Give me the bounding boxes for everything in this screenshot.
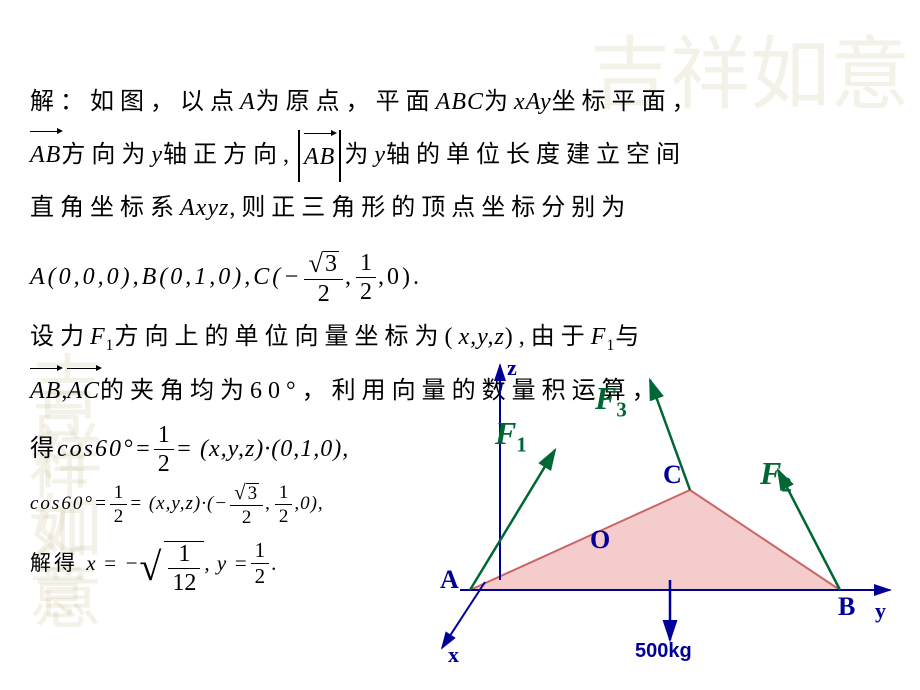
line-coords: A(0,0,0),B(0,1,0),C(− √3 2 , 1 2 ,0).	[30, 250, 890, 306]
label-vertex-b: B	[838, 592, 855, 622]
vector-ab-2: AB	[30, 370, 61, 413]
abs-ab: AB	[298, 130, 341, 183]
line-2: AB 方向为 y 轴正方向, AB 为 y 轴的单位长度建立空间	[30, 130, 890, 183]
vector-ac: AC	[67, 370, 100, 413]
label-weight: 500kg	[635, 640, 692, 663]
line-1: 解：如图，以点 A 为原点，平面 ABC 为 xAy 坐标平面，	[30, 80, 890, 126]
diagram-svg	[440, 360, 900, 680]
label-f2: F2	[760, 455, 792, 497]
geometry-diagram: F1 F2 F3 A B C O z y x 500kg	[440, 360, 900, 680]
label-f3: F3	[595, 380, 627, 422]
triangle	[470, 490, 840, 590]
line-5: 设力 F1 方向上的单位向量坐标为( x,y,z ),由于 F1 与	[30, 316, 890, 360]
label-vertex-a: A	[440, 565, 459, 595]
label-f1: F1	[495, 415, 527, 457]
vector-ab: AB	[30, 133, 61, 179]
label-vertex-c: C	[663, 460, 682, 490]
line-3: 直角坐标系 Axyz ,则正三角形的顶点坐标分别为	[30, 186, 890, 232]
label-axis-z: z	[507, 355, 517, 381]
label-axis-x: x	[448, 642, 459, 668]
label-vertex-o: O	[590, 525, 610, 555]
label-axis-y: y	[875, 598, 886, 624]
